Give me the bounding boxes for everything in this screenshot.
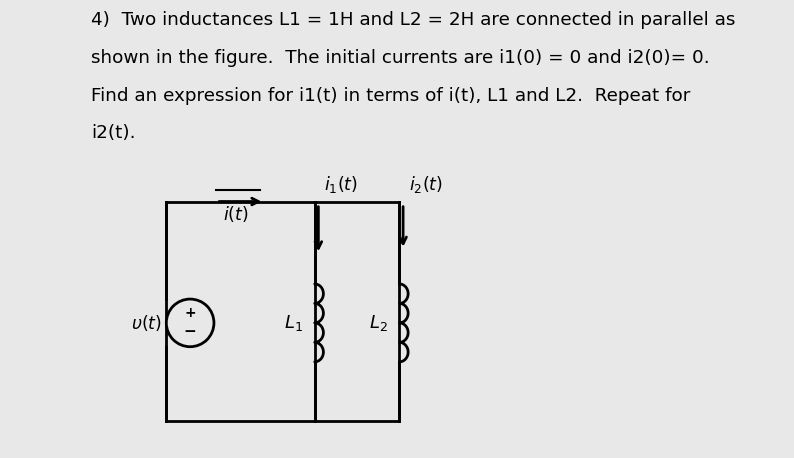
Text: $L_1$: $L_1$	[284, 313, 303, 333]
Text: $L_2$: $L_2$	[369, 313, 388, 333]
Text: 4)  Two inductances L1 = 1H and L2 = 2H are connected in parallel as: 4) Two inductances L1 = 1H and L2 = 2H a…	[91, 11, 735, 29]
Text: $\upsilon(t)$: $\upsilon(t)$	[131, 313, 162, 333]
Text: shown in the figure.  The initial currents are i1(0) = 0 and i2(0)= 0.: shown in the figure. The initial current…	[91, 49, 710, 67]
Text: −: −	[183, 324, 196, 339]
Text: $i_1(t)$: $i_1(t)$	[324, 174, 358, 195]
Text: $i(t)$: $i(t)$	[223, 204, 249, 224]
Text: $i_2(t)$: $i_2(t)$	[409, 174, 442, 195]
Circle shape	[166, 299, 214, 347]
Text: Find an expression for i1(t) in terms of i(t), L1 and L2.  Repeat for: Find an expression for i1(t) in terms of…	[91, 87, 691, 104]
Text: i2(t).: i2(t).	[91, 124, 136, 142]
Text: +: +	[184, 306, 196, 320]
